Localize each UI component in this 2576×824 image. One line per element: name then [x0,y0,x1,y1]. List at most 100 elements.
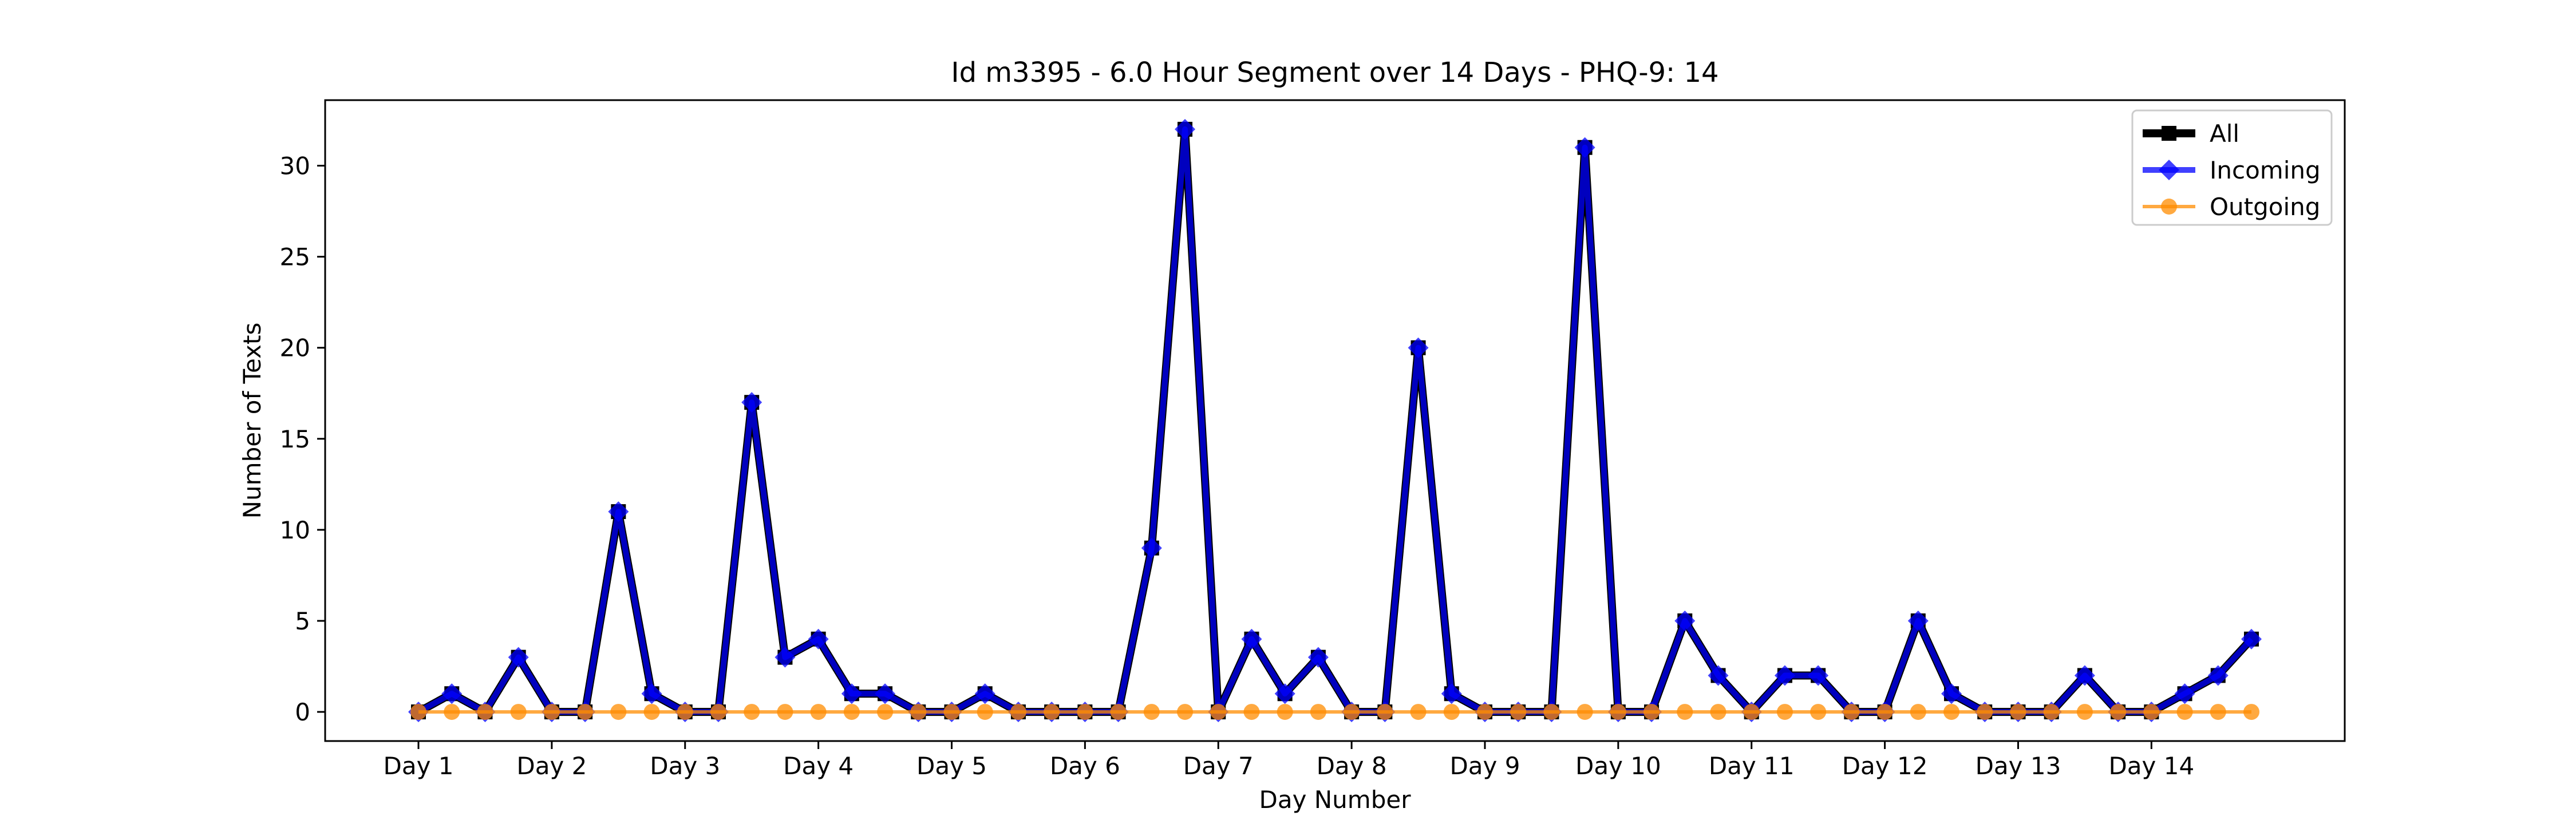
data-point-incoming [808,628,829,649]
data-point-incoming [1574,137,1595,158]
data-point-outgoing [1344,704,1360,720]
x-tick-label: Day 11 [1709,752,1795,780]
data-point-incoming [974,683,995,704]
data-point-outgoing [1277,704,1293,720]
data-point-outgoing [710,704,726,720]
data-point-outgoing [643,704,660,720]
plot-area [408,118,2262,723]
series-line-all [416,125,2255,716]
x-tick-label: Day 6 [1050,752,1120,780]
legend-label: Outgoing [2210,193,2320,221]
data-point-outgoing [1910,704,1926,720]
x-tick-label: Day 14 [2108,752,2194,780]
series-incoming [408,118,2262,723]
data-point-incoming [1408,337,1429,358]
data-point-outgoing [943,704,960,720]
x-tick-label: Day 8 [1317,752,1387,780]
data-point-outgoing [777,704,793,720]
data-point-outgoing [977,704,993,720]
data-point-incoming [875,683,896,704]
x-axis: Day 1 Day 2 Day 3 Day 4 Day 5 Day 6 Day 7 Day 8… [384,741,2194,780]
data-point-outgoing [1710,704,1726,720]
x-tick-label: Day 4 [783,752,854,780]
data-point-outgoing [410,704,427,720]
y-tick-label: 0 [295,698,310,726]
data-point-outgoing [1476,704,1493,720]
data-point-outgoing [1310,704,1326,720]
data-point-outgoing [1377,704,1393,720]
legend-box [2131,109,2333,226]
data-point-outgoing [2210,704,2226,720]
legend-marker [2162,126,2176,141]
y-tick-label: 30 [280,152,310,180]
data-point-incoming [2174,683,2195,704]
data-point-incoming [641,683,662,704]
data-point-outgoing [1243,704,1260,720]
data-point-outgoing [877,704,894,720]
y-tick-label: 10 [280,516,310,544]
data-point-incoming [1907,611,1929,631]
legend-marker [2159,160,2179,180]
data-point-outgoing [1077,704,1093,720]
legend-label: All [2210,120,2239,148]
series-line-incoming [417,126,2254,715]
series-outgoing [410,704,2259,720]
x-axis-label: Day Number [1259,786,1411,814]
data-point-outgoing [1610,704,1626,720]
data-point-outgoing [2176,704,2193,720]
data-point-incoming [841,683,862,704]
x-tick-label: Day 12 [1842,752,1928,780]
data-point-incoming [1274,683,1295,704]
data-point-outgoing [1177,704,1194,720]
data-point-outgoing [843,704,860,720]
data-point-outgoing [2243,704,2259,720]
data-point-outgoing [1677,704,1693,720]
data-point-incoming [1708,665,1729,686]
data-point-outgoing [1810,704,1827,720]
data-point-incoming [1774,665,1795,686]
data-point-outgoing [1876,704,1893,720]
y-tick-label: 15 [280,425,310,453]
data-point-incoming [1307,647,1329,668]
data-point-incoming [2241,628,2262,649]
data-point-outgoing [1410,704,1427,720]
data-point-outgoing [1577,704,1593,720]
data-point-outgoing [1643,704,1660,720]
y-tick-label: 5 [295,607,310,635]
data-point-outgoing [1977,704,1993,720]
data-point-incoming [2207,665,2229,686]
data-point-outgoing [510,704,527,720]
data-point-outgoing [1543,704,1560,720]
data-point-incoming [1141,537,1162,558]
data-point-outgoing [2110,704,2127,720]
data-point-incoming [441,683,463,704]
data-point-outgoing [2076,704,2093,720]
data-point-outgoing [677,704,693,720]
data-point-outgoing [1943,704,1960,720]
data-point-outgoing [2143,704,2160,720]
data-point-incoming [1674,611,1696,631]
data-point-outgoing [1510,704,1527,720]
data-point-outgoing [1210,704,1227,720]
y-axis: 0 5 10 15 20 25 30 [280,152,325,726]
data-point-outgoing [1776,704,1793,720]
data-point-outgoing [1010,704,1026,720]
data-point-incoming [2074,665,2095,686]
data-point-incoming [1808,665,1829,686]
data-point-outgoing [1443,704,1460,720]
data-point-incoming [1241,628,1262,649]
data-point-outgoing [2043,704,2060,720]
data-point-outgoing [610,704,627,720]
legend-label: Incoming [2210,156,2321,184]
x-tick-label: Day 3 [650,752,720,780]
y-tick-label: 20 [280,334,310,362]
x-tick-label: Day 2 [516,752,587,780]
x-tick-label: Day 1 [384,752,454,780]
data-point-outgoing [1143,704,1160,720]
y-axis-label: Number of Texts [238,323,266,519]
data-point-incoming [1941,683,1962,704]
data-point-incoming [608,501,629,522]
series-all [411,121,2259,720]
data-point-incoming [508,647,529,668]
data-point-incoming [741,392,762,413]
